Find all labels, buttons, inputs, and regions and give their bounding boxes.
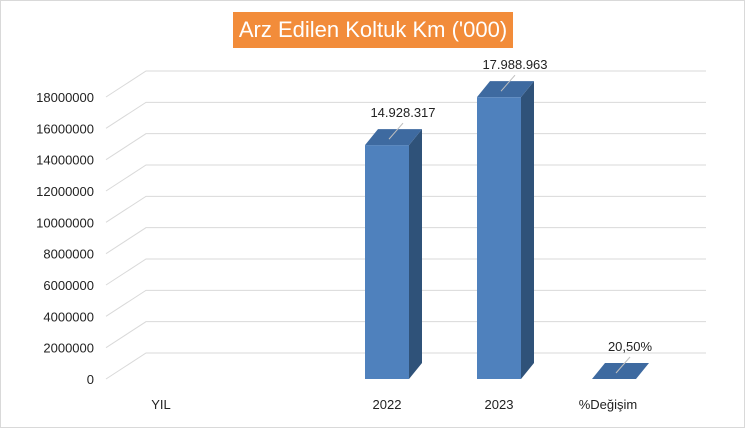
y-tick-label: 14000000 (36, 153, 94, 168)
y-tick-label: 12000000 (36, 184, 94, 199)
x-category-label: YIL (151, 397, 171, 412)
data-label-leader (500, 74, 516, 92)
bar-top (365, 129, 422, 146)
y-tick-label: 6000000 (43, 278, 94, 293)
chart-title: Arz Edilen Koltuk Km ('000) (233, 12, 513, 48)
gridline (105, 70, 706, 98)
x-category-label: %Değişim (579, 397, 638, 412)
data-label-leader (615, 356, 631, 374)
bar-front (365, 145, 409, 379)
data-label: 14.928.317 (370, 105, 435, 120)
y-tick-label: 10000000 (36, 215, 94, 230)
data-label-leader (388, 122, 404, 140)
x-category-label: 2023 (485, 397, 514, 412)
y-tick-label: 18000000 (36, 90, 94, 105)
bar-front (477, 97, 521, 379)
bar-top (592, 363, 649, 379)
y-tick-label: 16000000 (36, 121, 94, 136)
bar-top (477, 81, 534, 98)
bar-side (409, 129, 422, 379)
data-label: 17.988.963 (482, 57, 547, 72)
y-tick-label: 2000000 (43, 341, 94, 356)
y-tick-label: 8000000 (43, 247, 94, 262)
x-category-label: 2022 (373, 397, 402, 412)
data-label: 20,50% (608, 339, 653, 354)
y-tick-label: 4000000 (43, 309, 94, 324)
bar-side (521, 81, 534, 379)
y-tick-label: 0 (87, 372, 94, 387)
